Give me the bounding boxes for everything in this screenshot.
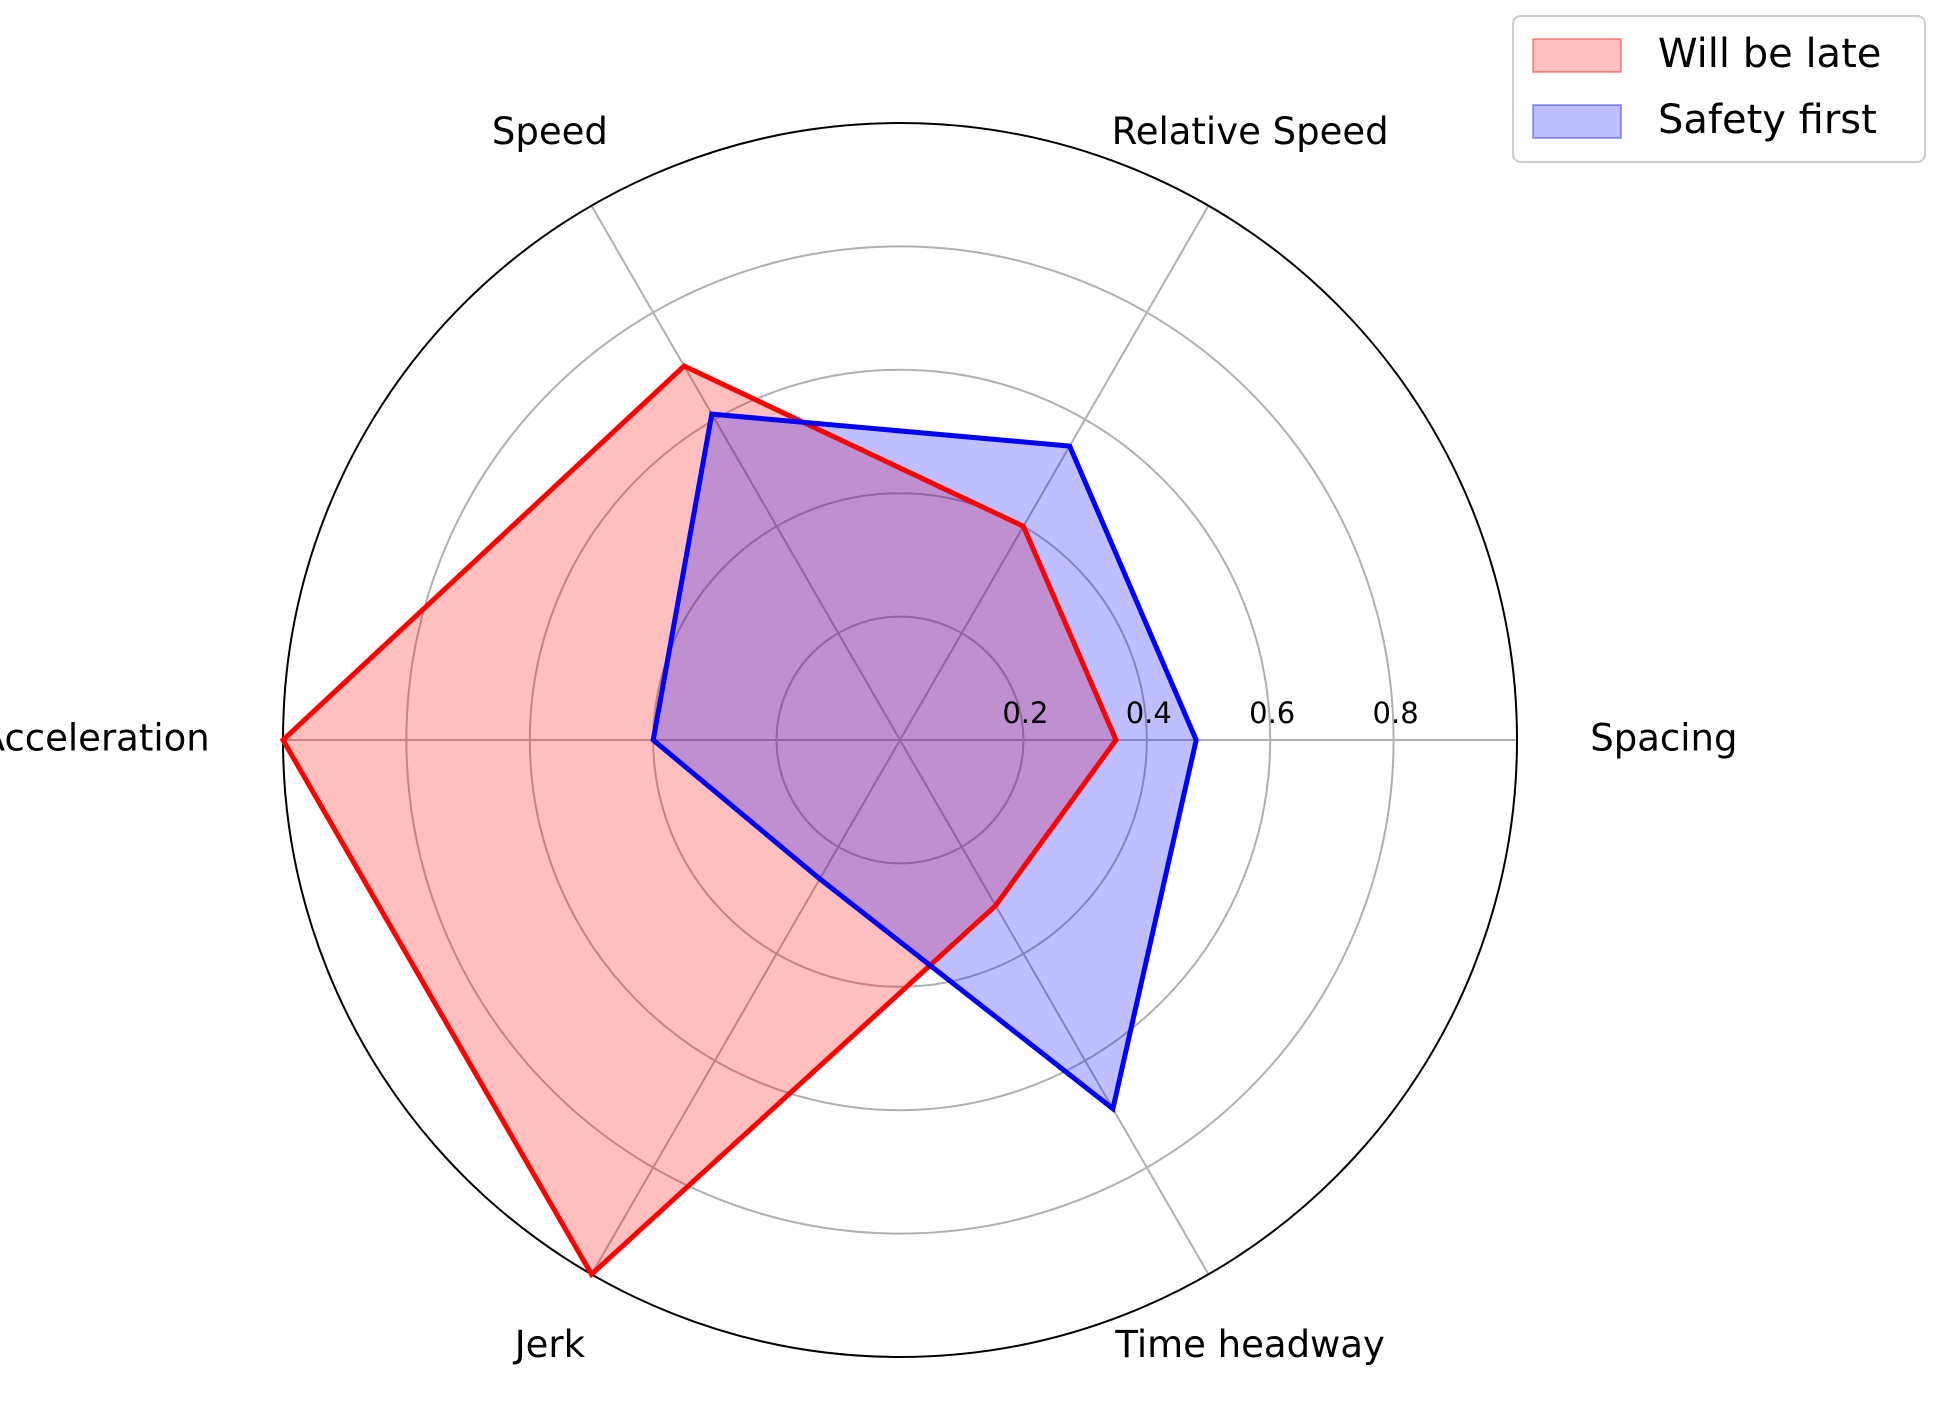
axis-labels: Spacing Relative Speed Speed Acceleration Je… <box>0 110 1738 1366</box>
tick-label: 0.6 <box>1249 696 1295 730</box>
radial-tick-labels: 0.2 0.4 0.6 0.8 <box>1002 696 1418 730</box>
radar-series <box>279 363 1199 1279</box>
axis-label: Relative Speed <box>1112 110 1389 153</box>
axis-label: Spacing <box>1590 717 1737 760</box>
series-fill <box>283 366 1116 1275</box>
axis-spoke <box>899 739 1210 1275</box>
legend-label: Will be late <box>1658 31 1881 77</box>
radar-grid <box>282 122 1518 1358</box>
axis-spoke <box>590 205 901 741</box>
axis-spoke <box>899 205 1210 741</box>
tick-label: 0.8 <box>1373 696 1419 730</box>
legend: Will be late Safety first <box>1512 15 1926 163</box>
axis-label: Speed <box>492 110 608 153</box>
tick-label: 0.2 <box>1002 696 1048 730</box>
axis-label: Acceleration <box>0 717 210 760</box>
tick-label: 0.4 <box>1126 696 1172 730</box>
legend-swatch <box>1532 38 1622 73</box>
axis-label: Time headway <box>1114 1323 1385 1366</box>
legend-frame <box>1512 15 1926 163</box>
series-line <box>650 411 1199 1114</box>
legend-label: Safety first <box>1658 97 1877 143</box>
axis-spoke <box>590 739 901 1275</box>
axis-label: Jerk <box>513 1323 586 1366</box>
legend-swatch <box>1532 104 1622 139</box>
series-line <box>279 363 1119 1279</box>
series-fill <box>653 414 1197 1109</box>
